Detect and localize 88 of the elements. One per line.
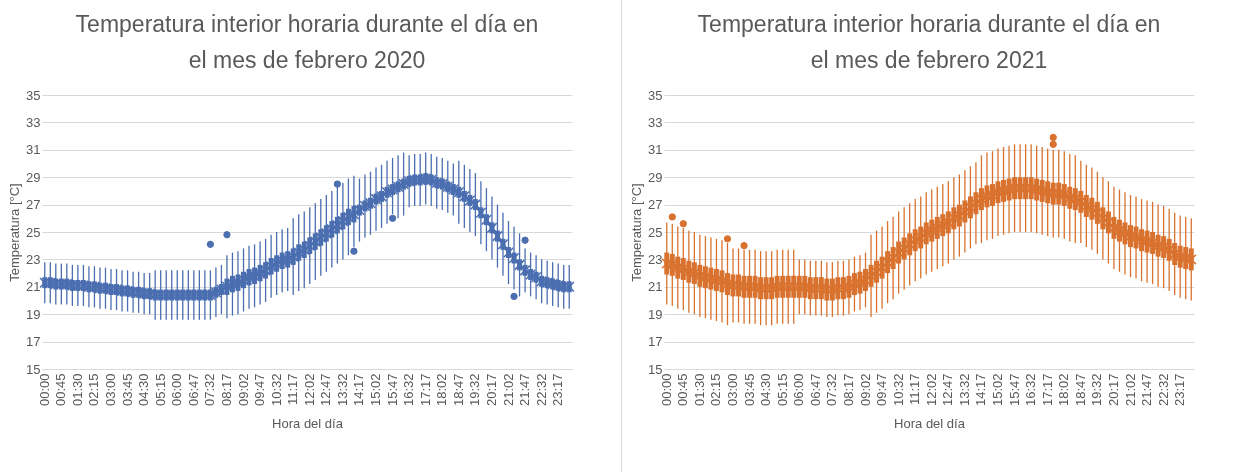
chart-title: Temperatura interior horaria durante el día en el mes de febrero 2020 bbox=[75, 11, 539, 73]
x-tick-label: 03:00 bbox=[103, 373, 119, 407]
x-tick-label: 23:17 bbox=[550, 373, 566, 407]
x-tick-label: 06:00 bbox=[791, 373, 807, 407]
x-tick-label: 17:17 bbox=[417, 373, 433, 407]
x-tick-label: 21:02 bbox=[500, 373, 516, 407]
x-tick-label: 15:02 bbox=[368, 373, 384, 407]
x-tick-label: 10:32 bbox=[890, 373, 906, 407]
x-tick-label: 02:15 bbox=[708, 373, 724, 407]
x-tick-label: 15:47 bbox=[384, 373, 400, 407]
x-tick-label: 07:32 bbox=[824, 373, 840, 407]
x-tick-label: 19:32 bbox=[467, 373, 483, 407]
x-tick-label: 22:32 bbox=[1155, 373, 1171, 407]
x-tick-label: 18:02 bbox=[434, 373, 450, 407]
x-tick-label: 10:32 bbox=[268, 373, 284, 407]
x-tick-label: 21:02 bbox=[1122, 373, 1138, 407]
x-tick-label: 16:32 bbox=[1023, 373, 1039, 407]
x-tick-label: 11:17 bbox=[907, 373, 923, 406]
x-tick-label: 23:17 bbox=[1172, 373, 1188, 407]
x-tick-label: 07:32 bbox=[202, 373, 218, 407]
y-axis-title: Temperatura [°C] bbox=[629, 183, 645, 282]
x-tick-label: 18:47 bbox=[450, 373, 466, 407]
x-tick-label: 00:45 bbox=[53, 373, 69, 407]
x-axis-title: Hora del día bbox=[894, 416, 966, 432]
y-tick-label: 27 bbox=[648, 197, 663, 213]
x-tick-label: 05:15 bbox=[152, 373, 168, 407]
y-tick-label: 31 bbox=[26, 142, 41, 158]
x-tick-label: 09:02 bbox=[235, 373, 251, 407]
x-tick-label: 03:00 bbox=[725, 373, 741, 407]
x-tick-label: 00:45 bbox=[675, 373, 691, 407]
x-tick-label: 17:17 bbox=[1039, 373, 1055, 407]
x-tick-label: 01:30 bbox=[69, 373, 85, 407]
y-tick-label: 33 bbox=[26, 114, 41, 130]
x-tick-label: 12:47 bbox=[318, 373, 334, 407]
y-tick-label: 29 bbox=[26, 169, 41, 185]
y-tick-label: 29 bbox=[648, 169, 663, 185]
x-tick-label: 16:32 bbox=[401, 373, 417, 407]
x-tick-label: 08:17 bbox=[840, 373, 856, 407]
x-tick-label: 06:00 bbox=[169, 373, 185, 407]
x-tick-label: 21:47 bbox=[1139, 373, 1155, 407]
x-tick-label: 20:17 bbox=[1105, 373, 1121, 407]
y-axis-title: Temperatura [°C] bbox=[7, 183, 23, 282]
y-tick-label: 21 bbox=[648, 279, 663, 295]
x-tick-label: 05:15 bbox=[774, 373, 790, 407]
x-tick-label: 08:17 bbox=[218, 373, 234, 407]
y-tick-label: 19 bbox=[648, 306, 663, 322]
x-tick-label: 06:47 bbox=[185, 373, 201, 407]
y-tick-label: 31 bbox=[648, 142, 663, 158]
x-axis-title: Hora del día bbox=[272, 416, 344, 432]
x-tick-label: 20:17 bbox=[483, 373, 499, 407]
x-tick-label: 12:02 bbox=[923, 373, 939, 407]
x-tick-label: 01:30 bbox=[691, 373, 707, 407]
x-tick-label: 15:47 bbox=[1006, 373, 1022, 407]
y-tick-label: 25 bbox=[26, 224, 41, 240]
x-tick-label: 13:32 bbox=[334, 373, 350, 407]
x-tick-label: 22:32 bbox=[533, 373, 549, 407]
y-tick-label: 21 bbox=[26, 279, 41, 295]
x-tick-label: 13:32 bbox=[956, 373, 972, 407]
x-tick-label: 14:17 bbox=[973, 373, 989, 407]
y-tick-label: 17 bbox=[648, 334, 663, 350]
y-tick-label: 35 bbox=[648, 87, 663, 103]
y-tick-label: 23 bbox=[26, 251, 41, 267]
x-tick-label: 09:47 bbox=[874, 373, 890, 407]
y-tick-label: 23 bbox=[648, 251, 663, 267]
x-tick-label: 12:47 bbox=[940, 373, 956, 407]
x-tick-label: 03:45 bbox=[119, 373, 135, 407]
x-tick-label: 06:47 bbox=[807, 373, 823, 407]
y-tick-label: 35 bbox=[26, 87, 41, 103]
x-tick-label: 04:30 bbox=[758, 373, 774, 407]
y-tick-label: 33 bbox=[648, 114, 663, 130]
y-tick-label: 27 bbox=[26, 197, 41, 213]
y-tick-label: 17 bbox=[26, 334, 41, 350]
x-tick-label: 09:47 bbox=[252, 373, 268, 407]
x-tick-label: 04:30 bbox=[136, 373, 152, 407]
x-tick-label: 18:47 bbox=[1072, 373, 1088, 407]
x-tick-label: 11:17 bbox=[285, 373, 301, 406]
y-tick-label: 25 bbox=[648, 224, 663, 240]
x-tick-label: 21:47 bbox=[517, 373, 533, 407]
x-tick-label: 19:32 bbox=[1089, 373, 1105, 407]
x-tick-label: 03:45 bbox=[741, 373, 757, 407]
y-tick-label: 19 bbox=[26, 306, 41, 322]
x-tick-label: 18:02 bbox=[1056, 373, 1072, 407]
x-tick-label: 09:02 bbox=[857, 373, 873, 407]
x-tick-label: 14:17 bbox=[351, 373, 367, 407]
chart-title: Temperatura interior horaria durante el día en el mes de febrero 2021 bbox=[697, 11, 1161, 73]
x-tick-label: 02:15 bbox=[86, 373, 102, 407]
x-tick-label: 12:02 bbox=[301, 373, 317, 407]
x-tick-label: 15:02 bbox=[990, 373, 1006, 407]
